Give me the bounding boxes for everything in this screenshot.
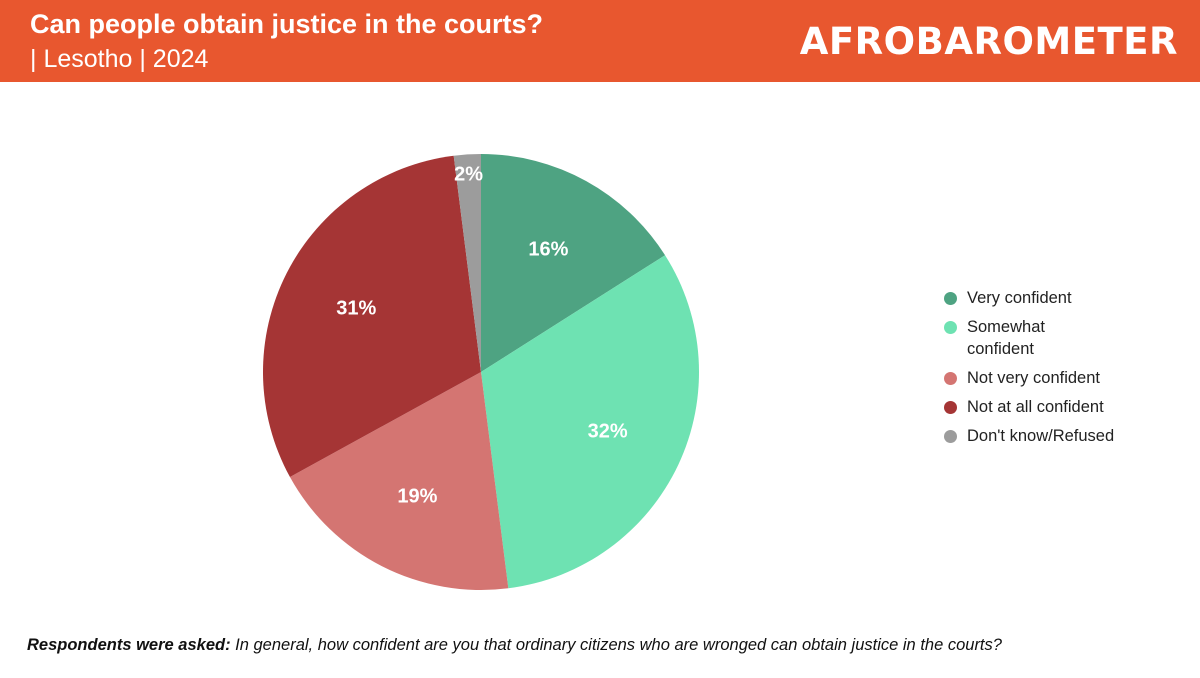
pie-slice-very-confident [481, 154, 666, 372]
legend-label: Very confident [967, 289, 1072, 307]
legend-item-somewhat-confident: Somewhat confident [944, 316, 1077, 360]
survey-question-lead: Respondents were asked: [27, 636, 231, 654]
legend-swatch [944, 321, 957, 334]
header-bar: Can people obtain justice in the courts?… [0, 0, 1200, 82]
survey-question-text: In general, how confident are you that o… [230, 636, 1002, 654]
legend-swatch [944, 430, 957, 443]
chart-legend: Very confident Somewhat confident Not very… [944, 287, 1174, 454]
data-label-don-t-know-refused: 2% [454, 163, 483, 185]
page-title: Can people obtain justice in the courts? [30, 9, 544, 39]
data-label-very-confident: 16% [528, 238, 568, 260]
data-label-not-at-all-confident: 31% [336, 297, 376, 319]
legend-item-very-confident: Very confident [944, 287, 1174, 309]
legend-swatch [944, 401, 957, 414]
page-subtitle: | Lesotho | 2024 [30, 45, 209, 73]
data-label-not-very-confident: 19% [397, 486, 437, 508]
pie-chart: 16% 32% 19% 31% 2% [263, 154, 699, 590]
pie-slice-not-at-all-confident [263, 155, 481, 478]
pie-data-labels: 16% 32% 19% 31% 2% [336, 163, 628, 507]
survey-question-note: Respondents were asked: In general, how … [27, 636, 1177, 655]
legend-item-not-at-all-confident: Not at all confident [944, 396, 1174, 418]
legend-label: Not at all confident [967, 398, 1104, 416]
pie-slice-somewhat-confident [481, 255, 699, 589]
data-label-somewhat-confident: 32% [588, 421, 628, 443]
legend-label: Somewhat confident [967, 318, 1045, 358]
pie-slice-don-t-know-refused [453, 154, 481, 372]
afrobarometer-logo: AFROBAROMETER [799, 20, 1178, 63]
pie-slices [263, 154, 699, 590]
legend-label: Don't know/Refused [967, 427, 1115, 445]
legend-item-don-t-know-refused: Don't know/Refused [944, 425, 1174, 447]
legend-swatch [944, 292, 957, 305]
legend-swatch [944, 372, 957, 385]
pie-slice-not-very-confident [289, 372, 509, 590]
legend-label: Not very confident [967, 369, 1100, 387]
legend-item-not-very-confident: Not very confident [944, 367, 1174, 389]
